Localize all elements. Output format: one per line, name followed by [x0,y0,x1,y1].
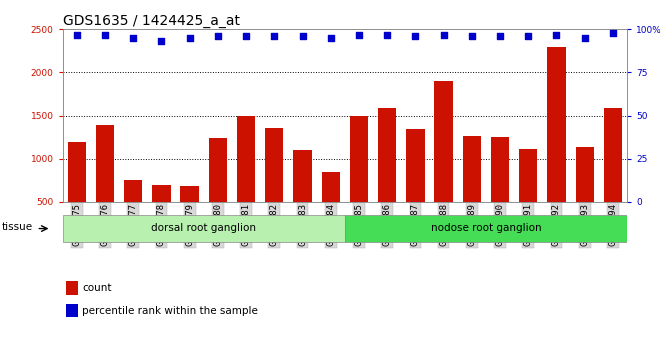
Point [325,35,336,41]
Bar [321,172,340,202]
Text: nodose root ganglion: nodose root ganglion [430,223,541,233]
Point [608,30,618,36]
Bar [350,117,368,202]
Point [71,32,82,37]
Point [438,32,449,37]
Point [269,33,280,39]
Bar [519,149,537,202]
Text: GDS1635 / 1424425_a_at: GDS1635 / 1424425_a_at [63,14,240,28]
Text: count: count [82,283,112,293]
Point [410,33,420,39]
Point [523,33,533,39]
Point [100,32,110,37]
Bar [152,186,171,202]
Point [551,32,562,37]
Text: percentile rank within the sample: percentile rank within the sample [82,306,258,315]
Point [213,33,223,39]
Bar [237,117,255,202]
Bar [491,137,510,202]
FancyBboxPatch shape [345,215,627,242]
Bar [209,138,227,202]
Point [354,32,364,37]
Bar [65,304,78,317]
Bar [180,186,199,202]
Bar [124,180,143,202]
Point [579,35,590,41]
Bar [65,281,78,295]
Point [495,33,506,39]
Bar [434,81,453,202]
Text: tissue: tissue [1,222,32,232]
Bar [463,136,481,202]
Point [128,35,139,41]
Bar [378,108,397,202]
Point [156,39,167,44]
Point [382,32,393,37]
Point [467,33,477,39]
Bar [67,142,86,202]
Point [184,35,195,41]
Point [297,33,308,39]
Bar [96,125,114,202]
Bar [604,108,622,202]
Point [241,33,251,39]
Bar [406,128,424,202]
Bar [293,150,312,202]
Bar [576,147,594,202]
FancyBboxPatch shape [63,215,345,242]
Bar [547,47,566,202]
Text: dorsal root ganglion: dorsal root ganglion [151,223,256,233]
Bar [265,128,284,202]
